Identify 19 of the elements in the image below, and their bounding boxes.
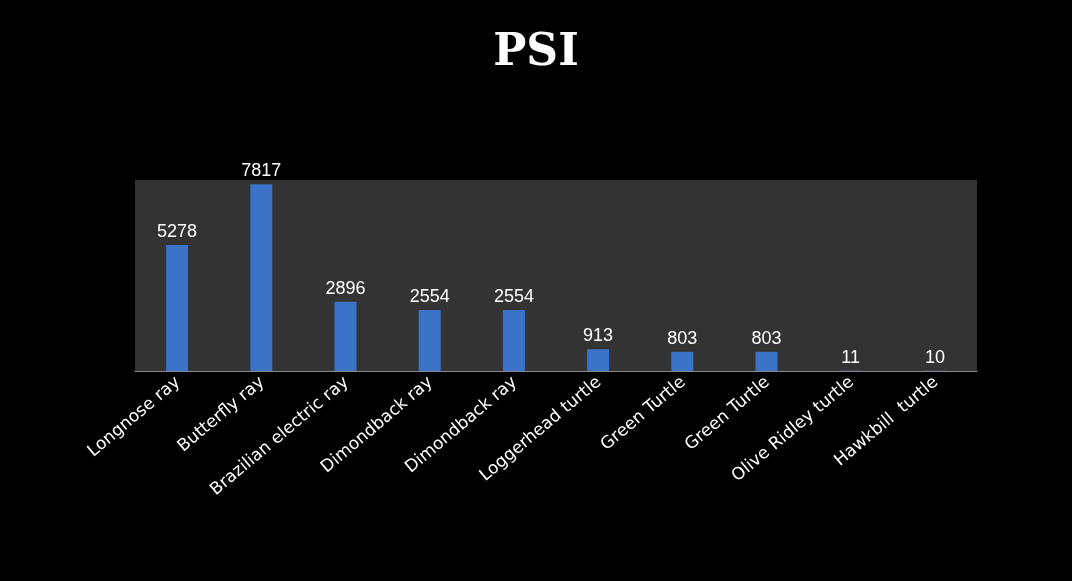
data-label: 2554 <box>409 286 450 307</box>
data-label: 5278 <box>157 220 198 241</box>
chart-title: PSI <box>493 23 579 75</box>
bar <box>418 310 441 371</box>
data-label: 2554 <box>493 286 534 307</box>
data-label: 7817 <box>241 160 282 181</box>
bar <box>755 351 778 371</box>
data-label: 803 <box>751 327 782 348</box>
bar <box>502 310 525 371</box>
data-label: 913 <box>583 325 614 346</box>
data-label: 10 <box>924 346 945 367</box>
data-label: 2896 <box>325 277 366 298</box>
bar <box>166 244 189 371</box>
bar <box>587 349 610 371</box>
bar <box>334 301 357 371</box>
data-label: 803 <box>667 327 698 348</box>
bar <box>250 184 273 371</box>
data-label: 11 <box>841 346 861 367</box>
bar <box>671 351 694 371</box>
